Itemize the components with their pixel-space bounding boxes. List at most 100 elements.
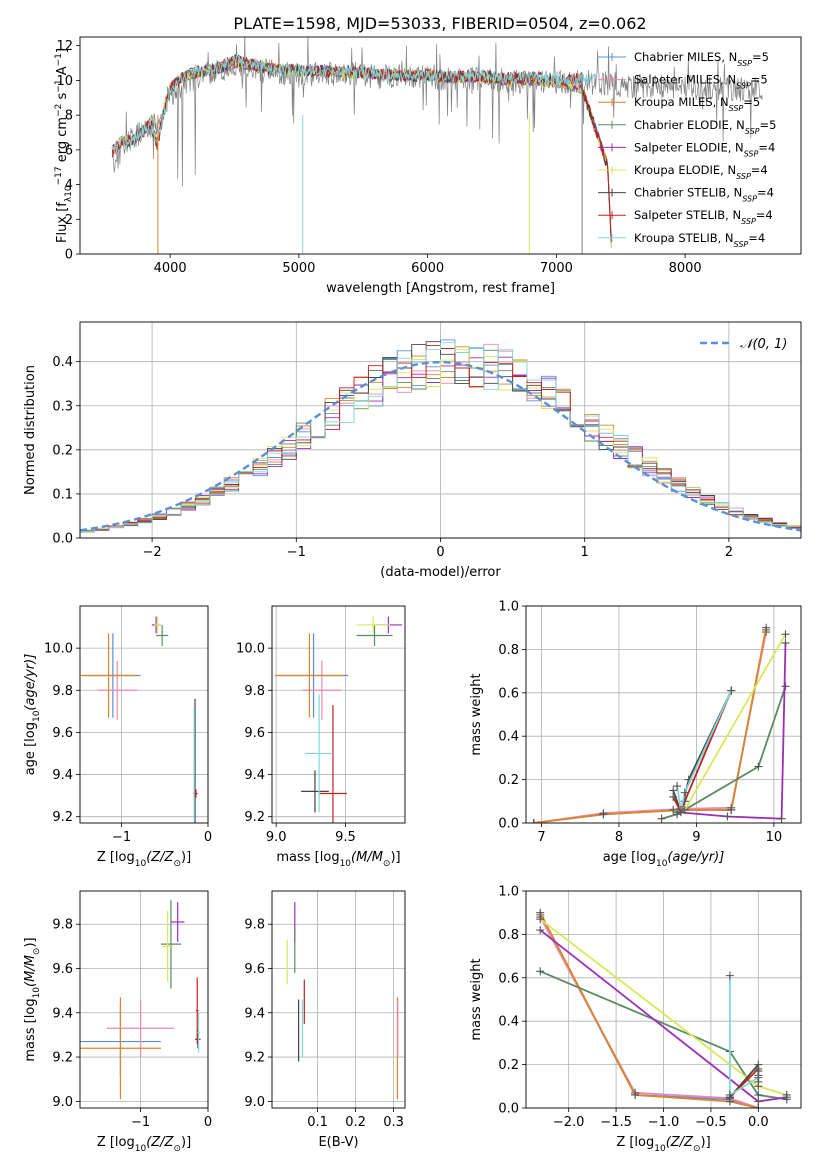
axes-frame — [525, 605, 802, 824]
axes-frame — [79, 321, 802, 539]
y-tick-label: 1.0 — [498, 885, 519, 900]
y-tick-label: 8 — [65, 109, 73, 124]
legend: 𝒩(0, 1) — [700, 337, 787, 352]
plot-area — [80, 616, 198, 823]
weight-marker — [782, 1090, 791, 1099]
plot-area — [536, 908, 791, 1108]
x-tick-label: 6000 — [411, 261, 444, 276]
y-axis-label: mass weight — [469, 958, 484, 1040]
y-tick-label: 0.3 — [52, 399, 73, 414]
panel-z-vs-mass: −1 0 9.0 9.2 9.4 9.6 9.8 Z [log10(Z/Z⊙)] mass [l… — [23, 890, 212, 1154]
x-tick-label: −1.5 — [600, 1115, 632, 1130]
x-axis-label: E(B-V) — [318, 1135, 358, 1150]
y-tick-label: 0.4 — [498, 730, 519, 745]
y-tick-label: 0.2 — [52, 443, 73, 458]
y-tick-label: 9.4 — [244, 1006, 265, 1021]
y-tick-label: 9.2 — [52, 810, 73, 825]
x-tick-label: 8 — [615, 830, 623, 845]
weight-line-salpeter_miles — [539, 916, 759, 1108]
y-tick-label: 0.8 — [498, 643, 519, 658]
weight-line-kroupa_stelib — [676, 690, 733, 811]
axes-frame — [271, 605, 406, 824]
weight-marker — [657, 814, 666, 823]
y-axis-label: Flux [fλ10−17 erg cm−2 s−1 A−1] — [54, 48, 74, 243]
y-tick-label: 9.2 — [244, 1051, 265, 1066]
x-axis-label: Z [log10(Z/Z⊙)] — [97, 1135, 191, 1154]
legend-entry: 𝒩(0, 1) — [740, 337, 787, 352]
y-axis-label: mass weight — [469, 673, 484, 755]
y-tick-label: 0 — [65, 248, 73, 263]
y-tick-label: 9.8 — [244, 918, 265, 933]
weight-line-chabrier_elodie — [539, 970, 787, 1101]
axes-frame — [79, 605, 209, 824]
x-tick-label: 1 — [581, 545, 589, 560]
x-tick-label: 9 — [692, 830, 700, 845]
weight-marker — [754, 1067, 763, 1076]
x-tick-label: 4000 — [154, 261, 187, 276]
x-tick-label: 0.3 — [383, 1115, 404, 1130]
y-tick-label: 9.2 — [244, 810, 265, 825]
y-tick-label: 12 — [56, 39, 73, 54]
y-axis-label: age [log10(age/yr)] — [23, 654, 42, 776]
weight-line-kroupa_miles — [533, 627, 767, 823]
model-spectrum-kroupa_stelib — [111, 54, 596, 154]
y-tick-label: 0.4 — [498, 1015, 519, 1030]
y-tick-label: 9.4 — [52, 768, 73, 783]
x-tick-label: 0.1 — [307, 1115, 328, 1130]
y-tick-label: 9.6 — [52, 962, 73, 977]
y-tick-label: 0.6 — [498, 686, 519, 701]
weight-marker — [536, 915, 545, 924]
weight-marker — [727, 686, 736, 695]
axes-frame — [271, 890, 406, 1109]
weight-marker — [669, 792, 678, 801]
weight-marker — [754, 1097, 763, 1106]
x-tick-label: 0 — [436, 545, 444, 560]
data-spectrum — [113, 37, 763, 187]
y-tick-label: 0.0 — [52, 532, 73, 547]
weight-marker — [781, 682, 790, 691]
x-tick-label: 0 — [204, 830, 212, 845]
panel-z-vs-age: −1 0 9.2 9.4 9.6 9.8 10.0 Z [log10(Z/Z⊙)] age [l… — [23, 605, 212, 869]
plot-area — [529, 623, 790, 823]
x-tick-label: −0.5 — [695, 1115, 727, 1130]
plot-area — [286, 902, 399, 1100]
y-tick-label: 9.6 — [52, 726, 73, 741]
weight-marker — [725, 1090, 734, 1099]
x-axis-label: Z [log10(Z/Z⊙)] — [97, 850, 191, 869]
panel-z-weights: −2.0 −1.5 −1.0 −0.5 0.0 0.0 0.2 0.4 0.6 0.8 1.0 Z [… — [469, 885, 802, 1154]
panel-mass-vs-age: 9.0 9.5 9.2 9.4 9.6 9.8 10.0 mass [log10(M/M⊙)] — [236, 605, 406, 869]
plot-area — [274, 616, 403, 823]
y-tick-label: 9.0 — [244, 1095, 265, 1110]
x-axis-label: (data-model)/error — [380, 565, 501, 580]
weight-line-salpeter_elodie — [677, 642, 787, 820]
x-tick-label: 9.5 — [335, 830, 356, 845]
weight-marker — [536, 967, 545, 976]
y-tick-label: 9.2 — [52, 1051, 73, 1066]
legend-entry: Kroupa ELODIE, NSSP=4 — [634, 163, 768, 181]
legend-entry: Salpeter STELIB, NSSP=4 — [634, 208, 773, 226]
weight-marker — [529, 819, 538, 823]
weight-marker — [669, 805, 678, 814]
y-axis-label: mass [log10(M/M⊙)] — [23, 937, 42, 1061]
y-tick-label: 0.8 — [498, 928, 519, 943]
figure-title: PLATE=1598, MJD=53033, FIBERID=0504, z=0… — [233, 14, 646, 33]
x-tick-label: 10 — [766, 830, 783, 845]
x-axis-label: age [log10(age/yr)] — [603, 850, 725, 869]
y-tick-label: 4 — [65, 178, 73, 193]
y-tick-label: 6 — [65, 143, 73, 158]
weight-marker — [781, 630, 790, 639]
y-tick-label: 9.4 — [244, 768, 265, 783]
weight-marker — [680, 788, 689, 797]
y-tick-label: 10.0 — [44, 642, 73, 657]
y-tick-label: 1.0 — [498, 600, 519, 615]
plot-area — [111, 37, 763, 254]
x-tick-label: 0 — [204, 1115, 212, 1130]
weight-marker — [725, 971, 734, 980]
axes-frame — [79, 890, 209, 1109]
y-tick-label: 10 — [56, 74, 73, 89]
legend-entry: Salpeter MILES, NSSP=5 — [634, 73, 768, 91]
x-tick-label: −1.0 — [648, 1115, 680, 1130]
weight-marker — [777, 814, 786, 823]
gaussian-curve — [80, 360, 801, 532]
